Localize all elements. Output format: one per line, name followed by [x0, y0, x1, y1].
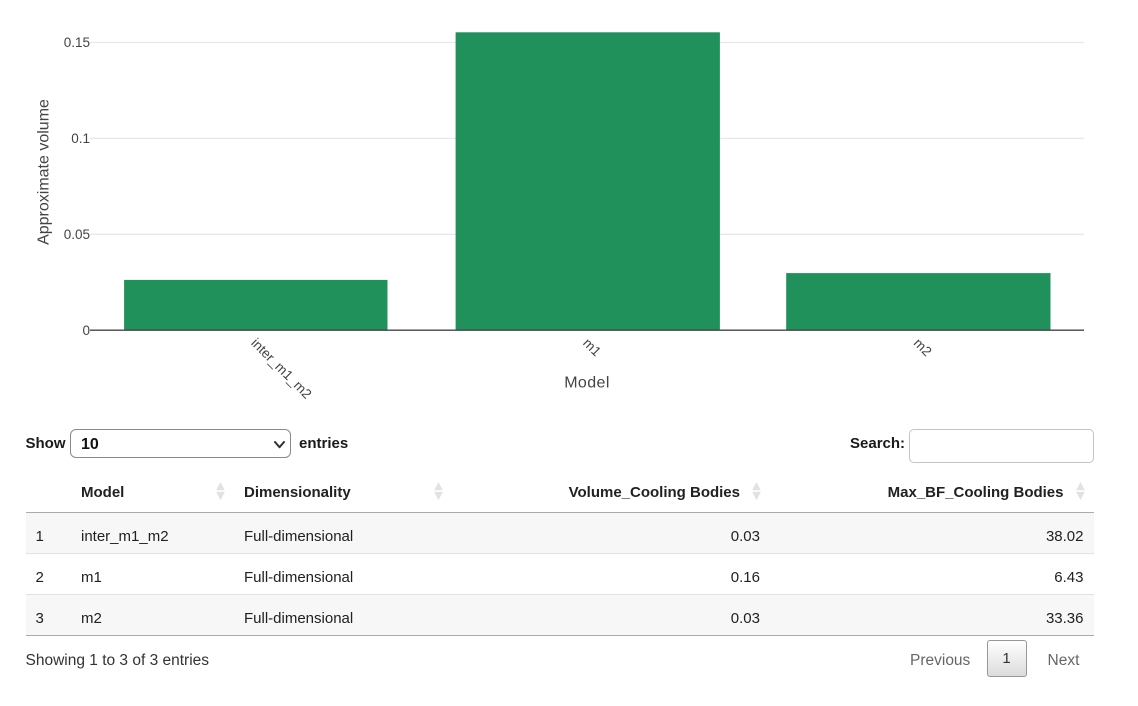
svg-text:m2: m2: [911, 335, 935, 359]
svg-text:m1: m1: [580, 335, 604, 359]
svg-text:Approximate volume: Approximate volume: [35, 99, 52, 245]
svg-text:0: 0: [82, 323, 90, 338]
svg-text:0.15: 0.15: [64, 35, 90, 50]
svg-text:inter_m1_m2: inter_m1_m2: [248, 335, 314, 401]
svg-text:0.05: 0.05: [64, 227, 90, 242]
svg-text:Model: Model: [564, 375, 610, 392]
svg-text:0.1: 0.1: [71, 131, 90, 146]
